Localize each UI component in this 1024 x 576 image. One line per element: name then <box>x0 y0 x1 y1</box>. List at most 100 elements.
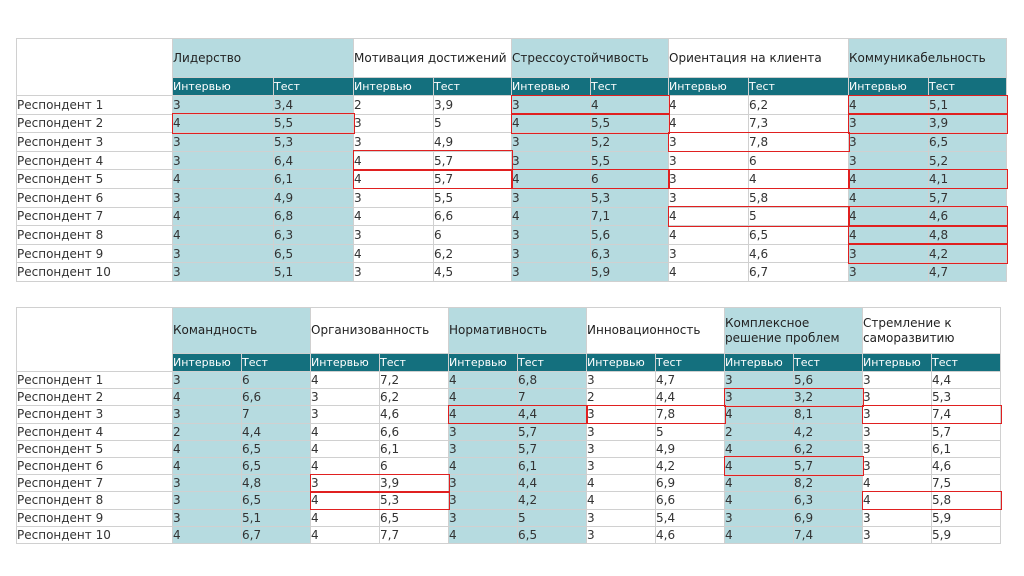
interview-score-cell: 3 <box>172 491 242 510</box>
interview-score-cell: 4 <box>724 474 794 493</box>
test-score-cell: 4,8 <box>241 474 311 493</box>
respondent-label: Респондент 5 <box>16 169 173 189</box>
interview-score-cell: 3 <box>862 388 932 407</box>
interview-score-cell: 4 <box>448 525 518 544</box>
interview-column-header: Интервью <box>310 353 380 372</box>
table-row: Респондент 7 4 6,8 4 6,6 4 7,1 4 5 4 4,6 <box>16 206 1007 227</box>
interview-score-cell: 3 <box>511 187 591 208</box>
interview-score-cell: 4 <box>668 225 749 245</box>
test-score-cell: 4,4 <box>655 388 725 407</box>
interview-score-cell: 3 <box>668 187 749 208</box>
table-row: Респондент 4 2 4,4 4 6,6 3 5,7 3 5 2 4,2 3 5,7 <box>16 422 1001 441</box>
test-score-cell: 7 <box>241 405 311 424</box>
category-header: Инновационность <box>586 307 725 354</box>
test-score-cell: 6,5 <box>241 439 311 458</box>
test-score-cell: 4,7 <box>928 262 1007 282</box>
test-score-cell: 5 <box>517 508 587 527</box>
interview-score-cell: 3 <box>172 508 242 527</box>
table-row: Респондент 6 4 6,5 4 6 4 6,1 3 4,2 4 5,7 3 4,6 <box>16 456 1001 476</box>
test-score-cell: 5,7 <box>517 439 587 458</box>
test-column-header: Тест <box>748 77 849 96</box>
interview-score-cell: 3 <box>511 150 591 171</box>
test-score-cell: 5,7 <box>517 422 587 441</box>
interview-score-cell: 4 <box>724 405 794 424</box>
interview-score-cell: 4 <box>172 525 242 544</box>
interview-score-cell: 4 <box>172 439 242 458</box>
test-score-cell: 6,3 <box>590 243 669 264</box>
test-score-cell: 4,6 <box>931 456 1001 476</box>
interview-score-cell: 4 <box>448 456 518 476</box>
test-score-cell: 4,4 <box>931 370 1001 390</box>
test-score-cell: 5,3 <box>931 388 1001 407</box>
respondent-label: Респондент 5 <box>16 439 173 458</box>
test-column-header: Тест <box>241 353 311 372</box>
interview-score-cell: 4 <box>511 113 591 134</box>
table-row: Респондент 5 4 6,5 4 6,1 3 5,7 3 4,9 4 6,2 3 6,1 <box>16 439 1001 458</box>
respondent-label: Респондент 9 <box>16 243 173 264</box>
test-score-cell: 6,2 <box>433 243 512 264</box>
table-row: Респондент 8 4 6,3 3 6 3 5,6 4 6,5 4 4,8 <box>16 225 1007 245</box>
interview-score-cell: 4 <box>353 243 434 264</box>
test-score-cell: 6,6 <box>241 388 311 407</box>
test-score-cell: 6,5 <box>241 456 311 476</box>
interview-column-header: Интервью <box>668 77 749 96</box>
interview-score-cell: 4 <box>668 95 749 115</box>
respondent-label: Респондент 1 <box>16 95 173 115</box>
category-header: Ориентация на клиента <box>668 38 849 78</box>
interview-score-cell: 4 <box>724 491 794 510</box>
interview-column-header: Интервью <box>448 353 518 372</box>
interview-score-cell: 4 <box>586 474 656 493</box>
test-score-cell: 8,2 <box>793 474 863 493</box>
test-score-cell: 6,5 <box>748 225 849 245</box>
test-score-cell: 5,1 <box>273 262 354 282</box>
test-score-cell: 6,2 <box>379 388 449 407</box>
test-score-cell: 8,1 <box>793 405 863 424</box>
respondent-label: Респондент 3 <box>16 132 173 152</box>
test-score-cell: 5,2 <box>928 150 1007 171</box>
test-score-cell: 4,9 <box>273 187 354 208</box>
test-score-cell: 7,8 <box>655 405 725 424</box>
test-score-cell: 4,4 <box>241 422 311 441</box>
interview-score-cell: 3 <box>668 169 749 189</box>
interview-score-cell: 4 <box>310 456 380 476</box>
interview-score-cell: 3 <box>172 187 274 208</box>
interview-score-cell: 3 <box>172 95 274 115</box>
interview-score-cell: 3 <box>448 474 518 493</box>
category-header: Мотивация достижений <box>353 38 512 78</box>
interview-score-cell: 4 <box>862 491 932 510</box>
interview-score-cell: 3 <box>586 456 656 476</box>
test-score-cell: 6 <box>379 456 449 476</box>
respondent-label: Респондент 6 <box>16 187 173 208</box>
test-column-header: Тест <box>793 353 863 372</box>
test-score-cell: 6 <box>241 370 311 390</box>
table-row: Респондент 10 3 5,1 3 4,5 3 5,9 4 6,7 3 4,7 <box>16 262 1007 282</box>
test-score-cell: 5,3 <box>590 187 669 208</box>
interview-score-cell: 4 <box>310 491 380 510</box>
test-score-cell: 6,5 <box>273 243 354 264</box>
test-score-cell: 6,1 <box>517 456 587 476</box>
interview-score-cell: 3 <box>172 405 242 424</box>
corner-cell <box>16 38 173 96</box>
test-score-cell: 6,1 <box>931 439 1001 458</box>
interview-score-cell: 4 <box>353 169 434 189</box>
interview-score-cell: 4 <box>310 439 380 458</box>
interview-score-cell: 3 <box>172 370 242 390</box>
category-header: Организованность <box>310 307 449 354</box>
interview-score-cell: 4 <box>724 456 794 476</box>
interview-score-cell: 4 <box>172 113 274 134</box>
interview-score-cell: 3 <box>862 422 932 441</box>
test-score-cell: 4,1 <box>928 169 1007 189</box>
interview-column-header: Интервью <box>353 77 434 96</box>
interview-score-cell: 3 <box>511 262 591 282</box>
interview-column-header: Интервью <box>848 77 929 96</box>
table-row: Респондент 10 4 6,7 4 7,7 4 6,5 3 4,6 4 7,4 3 5,9 <box>16 525 1001 544</box>
interview-score-cell: 3 <box>448 439 518 458</box>
interview-score-cell: 4 <box>724 439 794 458</box>
interview-score-cell: 4 <box>668 113 749 134</box>
interview-score-cell: 4 <box>668 262 749 282</box>
test-score-cell: 7 <box>517 388 587 407</box>
test-score-cell: 6,6 <box>379 422 449 441</box>
test-score-cell: 6,3 <box>793 491 863 510</box>
interview-score-cell: 4 <box>172 456 242 476</box>
interview-column-header: Интервью <box>172 353 242 372</box>
